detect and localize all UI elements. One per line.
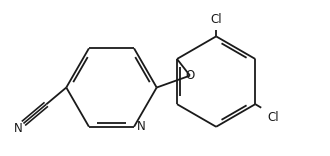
Text: O: O	[185, 69, 195, 82]
Text: N: N	[14, 122, 22, 134]
Text: Cl: Cl	[210, 13, 222, 26]
Text: Cl: Cl	[267, 111, 279, 124]
Text: N: N	[137, 120, 145, 133]
